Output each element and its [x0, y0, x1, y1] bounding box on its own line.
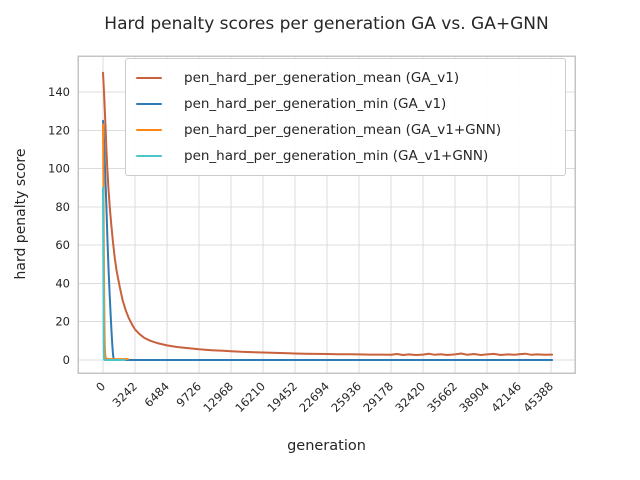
series-line-3 — [102, 186, 126, 361]
legend: pen_hard_per_generation_mean (GA_v1) pen_… — [125, 58, 566, 176]
legend-line-swatch — [136, 128, 162, 132]
axes-frame — [77, 55, 576, 374]
legend-line-swatch — [136, 76, 162, 80]
legend-label: pen_hard_per_generation_mean (GA_v1) — [184, 70, 460, 86]
legend-label: pen_hard_per_generation_min (GA_v1+GNN) — [184, 148, 489, 164]
x-tick-label: 42146 — [488, 379, 524, 415]
x-tick-label: 12968 — [200, 379, 236, 415]
y-tick-label: 120 — [48, 123, 70, 137]
x-tick-label: 3242 — [110, 379, 141, 410]
x-tick-label: 29178 — [360, 379, 396, 415]
y-tick-label: 100 — [48, 162, 70, 176]
legend-item: pen_hard_per_generation_min (GA_v1) — [132, 91, 555, 117]
chart-title: Hard penalty scores per generation GA vs… — [104, 14, 549, 34]
legend-label: pen_hard_per_generation_mean (GA_v1+GNN) — [184, 122, 502, 138]
x-tick-label: 19452 — [264, 379, 300, 415]
y-tick-label: 40 — [55, 276, 70, 290]
x-tick-label: 25936 — [328, 379, 364, 415]
legend-line-swatch — [136, 154, 162, 158]
y-tick-label: 60 — [55, 238, 70, 252]
x-tick-label: 6484 — [142, 379, 173, 410]
y-tick-label: 20 — [55, 315, 70, 329]
x-tick-label: 35662 — [424, 379, 460, 415]
y-tick-label: 140 — [48, 85, 70, 99]
x-tick-label: 0 — [93, 379, 108, 394]
legend-label: pen_hard_per_generation_min (GA_v1) — [184, 96, 447, 112]
x-tick-label: 22694 — [296, 379, 332, 415]
y-tick-label: 0 — [63, 353, 70, 367]
y-tick-label: 80 — [55, 200, 70, 214]
x-tick-label: 45388 — [520, 379, 556, 415]
legend-item: pen_hard_per_generation_mean (GA_v1) — [132, 65, 555, 91]
x-tick-label: 16210 — [232, 379, 268, 415]
legend-item: pen_hard_per_generation_min (GA_v1+GNN) — [132, 143, 555, 169]
legend-item: pen_hard_per_generation_mean (GA_v1+GNN) — [132, 117, 555, 143]
x-tick-label: 32420 — [392, 379, 428, 415]
series-line-0 — [102, 71, 554, 356]
x-axis-label: generation — [287, 438, 366, 454]
x-tick-label: 38904 — [456, 379, 492, 415]
legend-line-swatch — [136, 102, 162, 106]
